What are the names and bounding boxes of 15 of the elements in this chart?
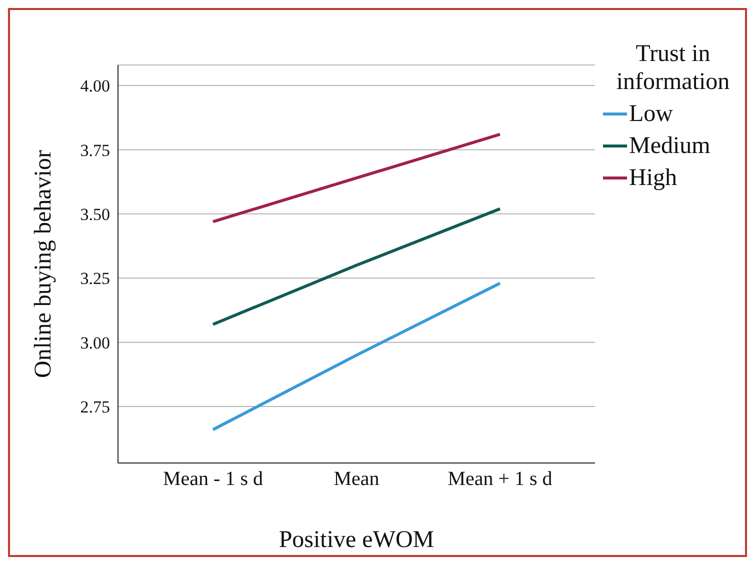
y-axis-title: Online buying behavior [30,150,57,378]
y-tick-label: 3.50 [80,204,110,224]
y-tick-label: 2.75 [80,398,110,417]
y-tick-label: 4.00 [80,76,110,96]
x-axis-title: Positive eWOM [278,527,434,553]
x-tick-label: Mean + 1 s d [448,468,552,490]
legend-label: Low [629,100,673,129]
x-tick-label: Mean [334,468,380,490]
legend-title: Trust in information [615,40,731,96]
x-tick-label: Mean - 1 s d [163,468,263,490]
y-tick-label: 3.75 [80,140,110,160]
y-tick-label: 3.00 [80,333,110,352]
legend-label: Medium [629,132,710,161]
y-tick-label: 3.25 [80,269,110,288]
legend-label: High [629,164,677,193]
